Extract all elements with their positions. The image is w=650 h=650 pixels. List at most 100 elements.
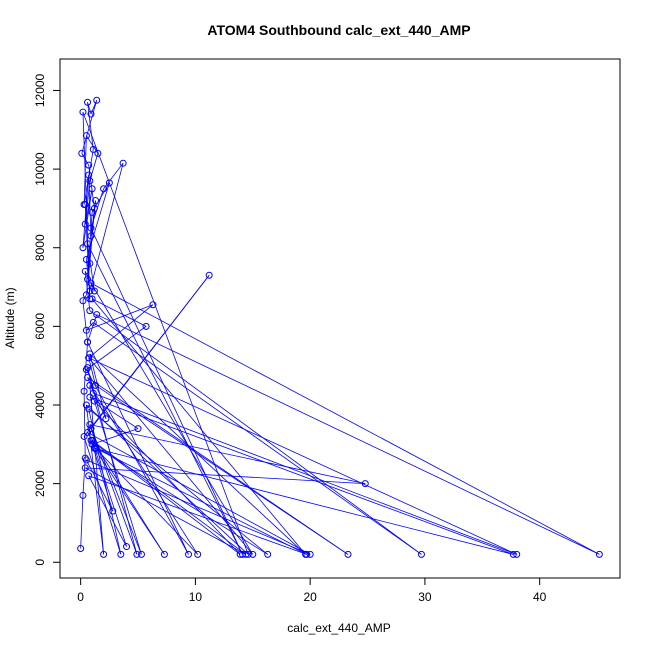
series-segment <box>86 459 311 555</box>
y-tick-label: 8000 <box>33 234 47 261</box>
data-point <box>117 550 125 558</box>
data-point <box>249 550 257 558</box>
y-tick-label: 0 <box>33 559 47 566</box>
data-point <box>119 159 127 167</box>
series-segment <box>90 440 241 555</box>
data-point <box>81 200 89 208</box>
chart-title: ATOM4 Southbound calc_ext_440_AMP <box>207 22 470 38</box>
data-point <box>509 550 517 558</box>
data-point <box>160 550 168 558</box>
series-segment <box>94 400 241 555</box>
x-axis: 0 10 20 30 40 <box>77 577 547 604</box>
data-point <box>513 550 521 558</box>
y-tick-label: 12000 <box>33 73 47 107</box>
data-point <box>93 96 101 104</box>
series-segment <box>89 396 514 555</box>
series-segment <box>95 385 349 555</box>
data-point <box>82 326 90 334</box>
data-point <box>80 432 88 440</box>
data-point <box>80 387 88 395</box>
series-segment <box>84 271 91 311</box>
data-point <box>102 415 110 423</box>
x-axis-label: calc_ext_440_AMP <box>287 621 390 635</box>
data-point <box>88 440 96 448</box>
data-point <box>86 287 94 295</box>
data-point <box>92 444 100 452</box>
data-point <box>361 480 369 488</box>
data-point <box>595 550 603 558</box>
x-tick-label: 20 <box>303 590 317 604</box>
data-point <box>79 491 87 499</box>
series-segment <box>86 182 110 260</box>
series-segment <box>88 357 96 386</box>
data-point <box>89 318 97 326</box>
data-point <box>100 185 108 193</box>
series-segment <box>85 467 247 555</box>
data-point <box>84 275 92 283</box>
data-point <box>79 108 87 116</box>
series-segment <box>89 353 107 419</box>
data-point <box>84 98 92 106</box>
data-point <box>87 425 95 433</box>
series-segment <box>90 282 600 555</box>
data-point <box>123 543 131 551</box>
data-point <box>82 401 90 409</box>
series-segment <box>88 357 254 555</box>
series-segment <box>90 100 98 115</box>
data-point <box>84 429 92 437</box>
data-point <box>87 224 95 232</box>
data-point <box>133 550 141 558</box>
series-segment <box>88 357 517 555</box>
series-points <box>77 96 603 558</box>
data-point <box>86 393 94 401</box>
series-segment <box>89 385 105 555</box>
series-segment <box>95 447 307 555</box>
data-point <box>90 397 98 405</box>
series-segment <box>89 163 124 292</box>
series-segment <box>82 300 88 343</box>
data-point <box>77 545 85 553</box>
data-point <box>88 295 96 303</box>
data-point <box>84 364 92 372</box>
data-point <box>417 550 425 558</box>
series-segment <box>86 326 147 370</box>
data-point <box>86 295 94 303</box>
data-point <box>82 456 90 464</box>
data-point <box>303 550 311 558</box>
series-segment <box>92 428 139 445</box>
series-segment <box>91 298 147 327</box>
data-point <box>242 550 250 558</box>
series-segment <box>91 298 306 555</box>
data-point <box>185 550 193 558</box>
data-point <box>85 405 93 413</box>
data-point <box>142 322 150 330</box>
data-point <box>306 550 314 558</box>
data-point <box>244 550 252 558</box>
series-segment <box>89 424 366 485</box>
series-segment <box>86 304 154 331</box>
data-point <box>85 472 93 480</box>
data-point <box>264 550 272 558</box>
data-point <box>89 145 97 153</box>
data-point <box>86 350 94 358</box>
series-segment <box>86 322 94 331</box>
series-segment <box>89 396 139 429</box>
series-segment <box>82 188 93 248</box>
series-segment <box>90 282 254 555</box>
y-tick-label: 4000 <box>33 391 47 418</box>
series-segment <box>87 432 311 555</box>
data-point <box>88 185 96 193</box>
x-tick-label: 10 <box>189 590 203 604</box>
data-point <box>87 232 95 240</box>
data-point <box>81 464 89 472</box>
y-axis: 0 2000 4000 6000 8000 10000 12000 <box>33 73 61 566</box>
data-point <box>89 389 97 397</box>
series-segment <box>88 408 268 555</box>
data-point <box>344 550 352 558</box>
data-point <box>78 149 86 157</box>
data-point <box>100 550 108 558</box>
data-point <box>87 110 95 118</box>
data-point <box>86 307 94 315</box>
data-point <box>109 507 117 515</box>
data-point <box>85 171 93 179</box>
